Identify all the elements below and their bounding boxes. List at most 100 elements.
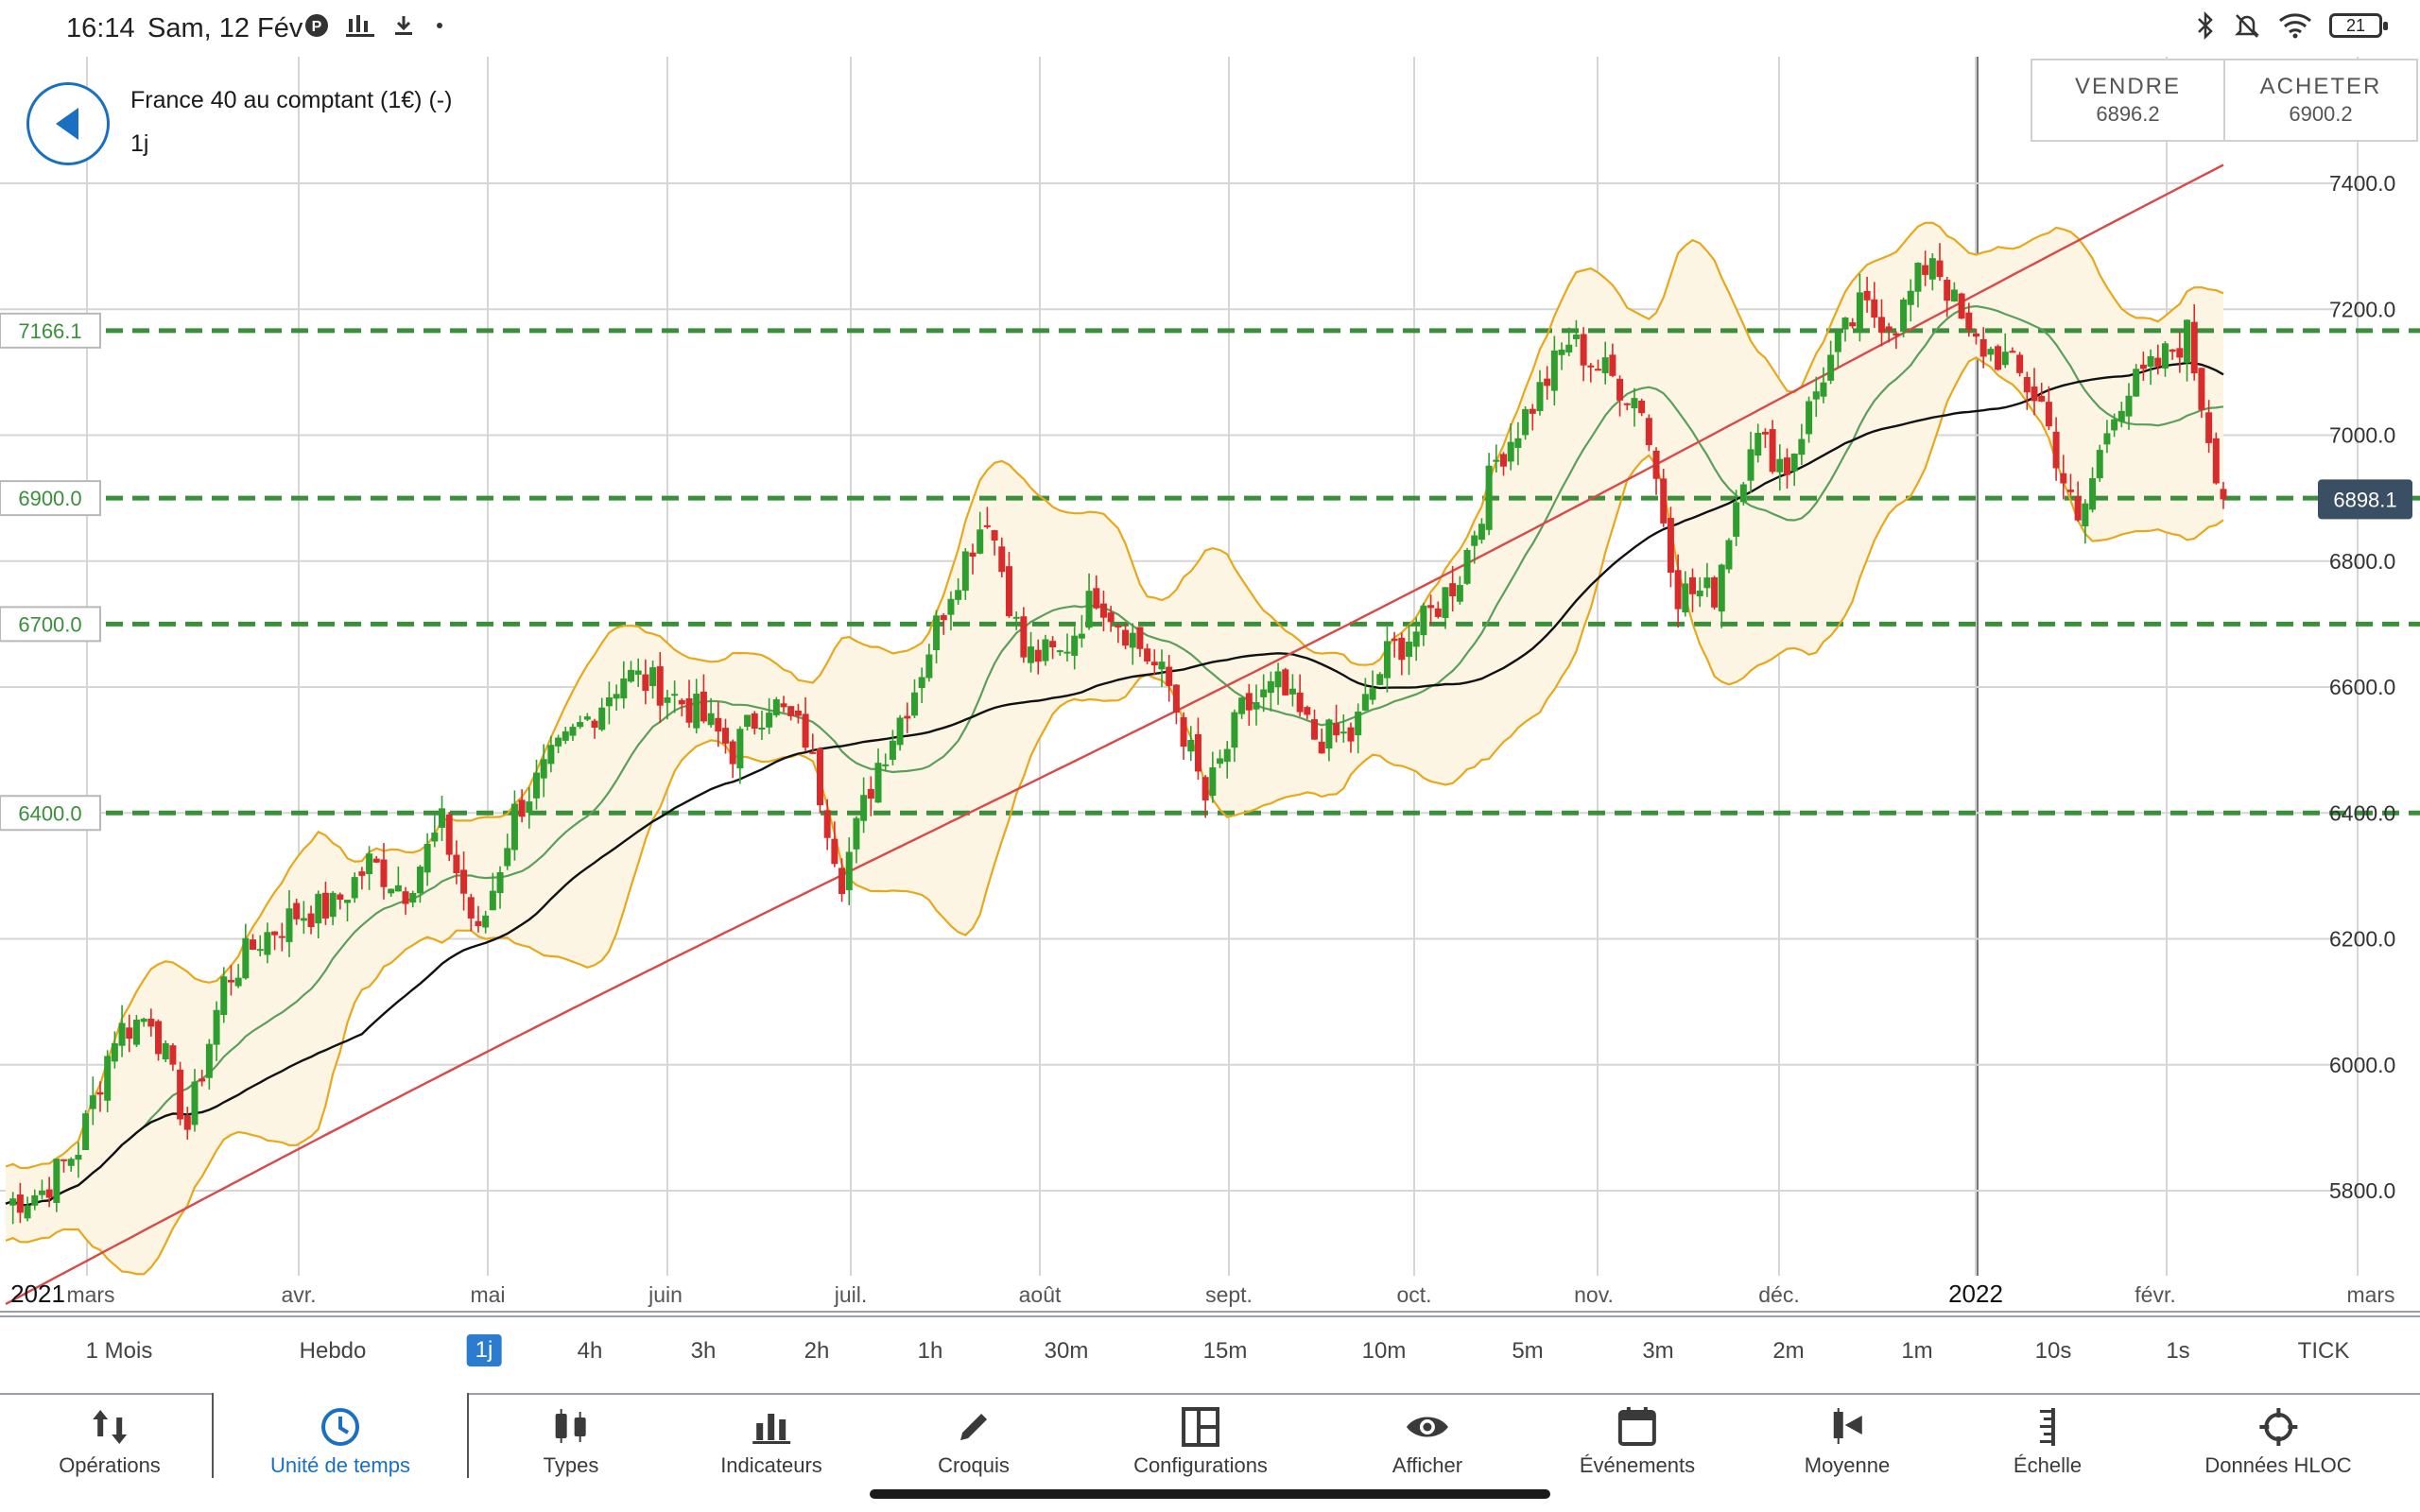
candle-bearish (2052, 431, 2060, 469)
candle-bullish (1355, 711, 1362, 736)
candle-bearish (2139, 364, 2147, 369)
toolbar-timeframe[interactable]: Unité de temps (270, 1406, 410, 1478)
toolbar-sketch[interactable]: Croquis (938, 1406, 1010, 1478)
candle-bearish (2169, 349, 2176, 352)
candle-bearish (2220, 489, 2227, 500)
candle-bearish (591, 720, 598, 729)
toolbar-events[interactable]: Événements (1580, 1406, 1695, 1478)
candle-bearish (2031, 387, 2038, 402)
instrument-title: France 40 au comptant (1€) (-) (130, 87, 453, 113)
candle-bearish (2212, 438, 2220, 484)
candle-bearish (1347, 727, 1355, 742)
candle-bearish (147, 1019, 155, 1027)
time-axis-label: août (1019, 1282, 1062, 1307)
timeframe-4h[interactable]: 4h (577, 1338, 603, 1364)
timeframe-10m[interactable]: 10m (1361, 1338, 1407, 1364)
candle-bullish (1987, 349, 1995, 355)
time-axis-label: 2021 (10, 1280, 65, 1308)
bollinger-upper-line (5, 221, 2224, 1170)
candle-bearish (729, 741, 736, 765)
candle-bearish (1544, 378, 1551, 387)
candle-bearish (460, 869, 468, 894)
candle-bullish (1129, 632, 1136, 648)
price-chart[interactable]: 7166.1 6900.0 6700.0 6400.0 7400.0 7200.0 7000… (0, 57, 2420, 1314)
candle-bullish (329, 892, 337, 918)
toolbar-indicators[interactable]: Indicateurs (720, 1406, 822, 1478)
timeframe-1h[interactable]: 1h (917, 1338, 943, 1364)
bar-chart-icon (752, 1414, 790, 1444)
candle-bullish (1565, 344, 1573, 352)
candle-bullish (416, 867, 424, 894)
active-tab-border-right (467, 1393, 469, 1478)
sell-button[interactable]: VENDRE 6896.2 (2032, 60, 2223, 140)
candle-bearish (372, 858, 380, 863)
candle-bullish (111, 1043, 118, 1062)
candle-bullish (82, 1113, 90, 1150)
toolbar-display[interactable]: Afficher (1392, 1406, 1462, 1478)
candle-bearish (358, 871, 366, 876)
candle-bearish (1580, 334, 1587, 366)
timeframe-1j[interactable]: 1j (466, 1334, 502, 1366)
arrows-updown-icon (93, 1410, 127, 1444)
candle-bullish (234, 977, 242, 987)
toolbar-types[interactable]: Types (544, 1406, 598, 1478)
timeframe-30m[interactable]: 30m (1044, 1338, 1089, 1364)
candle-bullish (1325, 719, 1333, 749)
timeframe-2m[interactable]: 2m (1772, 1338, 1805, 1364)
candle-bullish (1187, 740, 1195, 752)
candle-bearish (45, 1189, 53, 1198)
candle-bullish (344, 900, 352, 903)
candle-bearish (1893, 333, 1900, 336)
toolbar-hloc-data[interactable]: Données HLOC (2204, 1406, 2352, 1478)
candle-bearish (678, 699, 685, 705)
back-button[interactable] (26, 82, 110, 165)
timeframe-2h[interactable]: 2h (804, 1338, 830, 1364)
timeframe-tick[interactable]: TICK (2297, 1338, 2350, 1364)
candle-bullish (191, 1081, 199, 1125)
candle-bullish (1340, 731, 1347, 734)
candle-bearish (998, 546, 1006, 573)
candle-bullish (1028, 646, 1035, 663)
chart-app-icon (346, 15, 374, 37)
timeframe-hebdo[interactable]: Hebdo (299, 1338, 367, 1364)
candle-bullish (1507, 441, 1514, 462)
timeframe-1s[interactable]: 1s (2166, 1338, 2190, 1364)
candle-bearish (278, 936, 285, 938)
candle-bullish (1267, 680, 1274, 694)
candle-bullish (1550, 350, 1558, 391)
candle-bullish (2103, 433, 2111, 445)
candle-bearish (1972, 333, 1979, 337)
candle-bullish (264, 932, 271, 955)
timeframe-1m[interactable]: 1m (1901, 1338, 1933, 1364)
candle-bullish (1514, 438, 1522, 449)
candle-bearish (1761, 432, 1769, 435)
timeframe-3m[interactable]: 3m (1642, 1338, 1674, 1364)
candle-bullish (1703, 577, 1711, 589)
candle-bearish (1099, 603, 1107, 618)
candle-bullish (555, 737, 562, 747)
candle-bullish (1900, 299, 1908, 332)
timeframe-bar: 1 Mois Hebdo 1j 4h 3h 2h 1h 30m 15m 10m … (0, 1315, 2420, 1385)
candle-bullish (1253, 702, 1260, 710)
candle-bullish (766, 713, 773, 728)
candle-bearish (321, 892, 329, 919)
timeframe-15m[interactable]: 15m (1202, 1338, 1248, 1364)
candle-bearish (2154, 357, 2162, 367)
candle-bullish (853, 817, 860, 850)
timeframe-10s[interactable]: 10s (2034, 1338, 2072, 1364)
toolbar-configurations[interactable]: Configurations (1133, 1406, 1268, 1478)
timeframe-3h[interactable]: 3h (690, 1338, 717, 1364)
timeframe-1-mois[interactable]: 1 Mois (85, 1338, 153, 1364)
timeframe-5m[interactable]: 5m (1512, 1338, 1544, 1364)
toolbar-average[interactable]: Moyenne (1805, 1406, 1890, 1478)
candle-bearish (467, 897, 475, 919)
buy-button[interactable]: ACHETER 6900.2 (2223, 60, 2416, 140)
toolbar-scale[interactable]: Échelle (2014, 1406, 2082, 1478)
candle-bullish (394, 885, 402, 892)
candle-bearish (1529, 408, 1536, 414)
candle-bearish (1333, 723, 1340, 736)
toolbar-operations[interactable]: Opérations (59, 1406, 161, 1478)
navigation-handle[interactable] (870, 1489, 1550, 1499)
candle-bullish (1790, 454, 1798, 472)
time-axis-label: nov. (1574, 1282, 1614, 1307)
